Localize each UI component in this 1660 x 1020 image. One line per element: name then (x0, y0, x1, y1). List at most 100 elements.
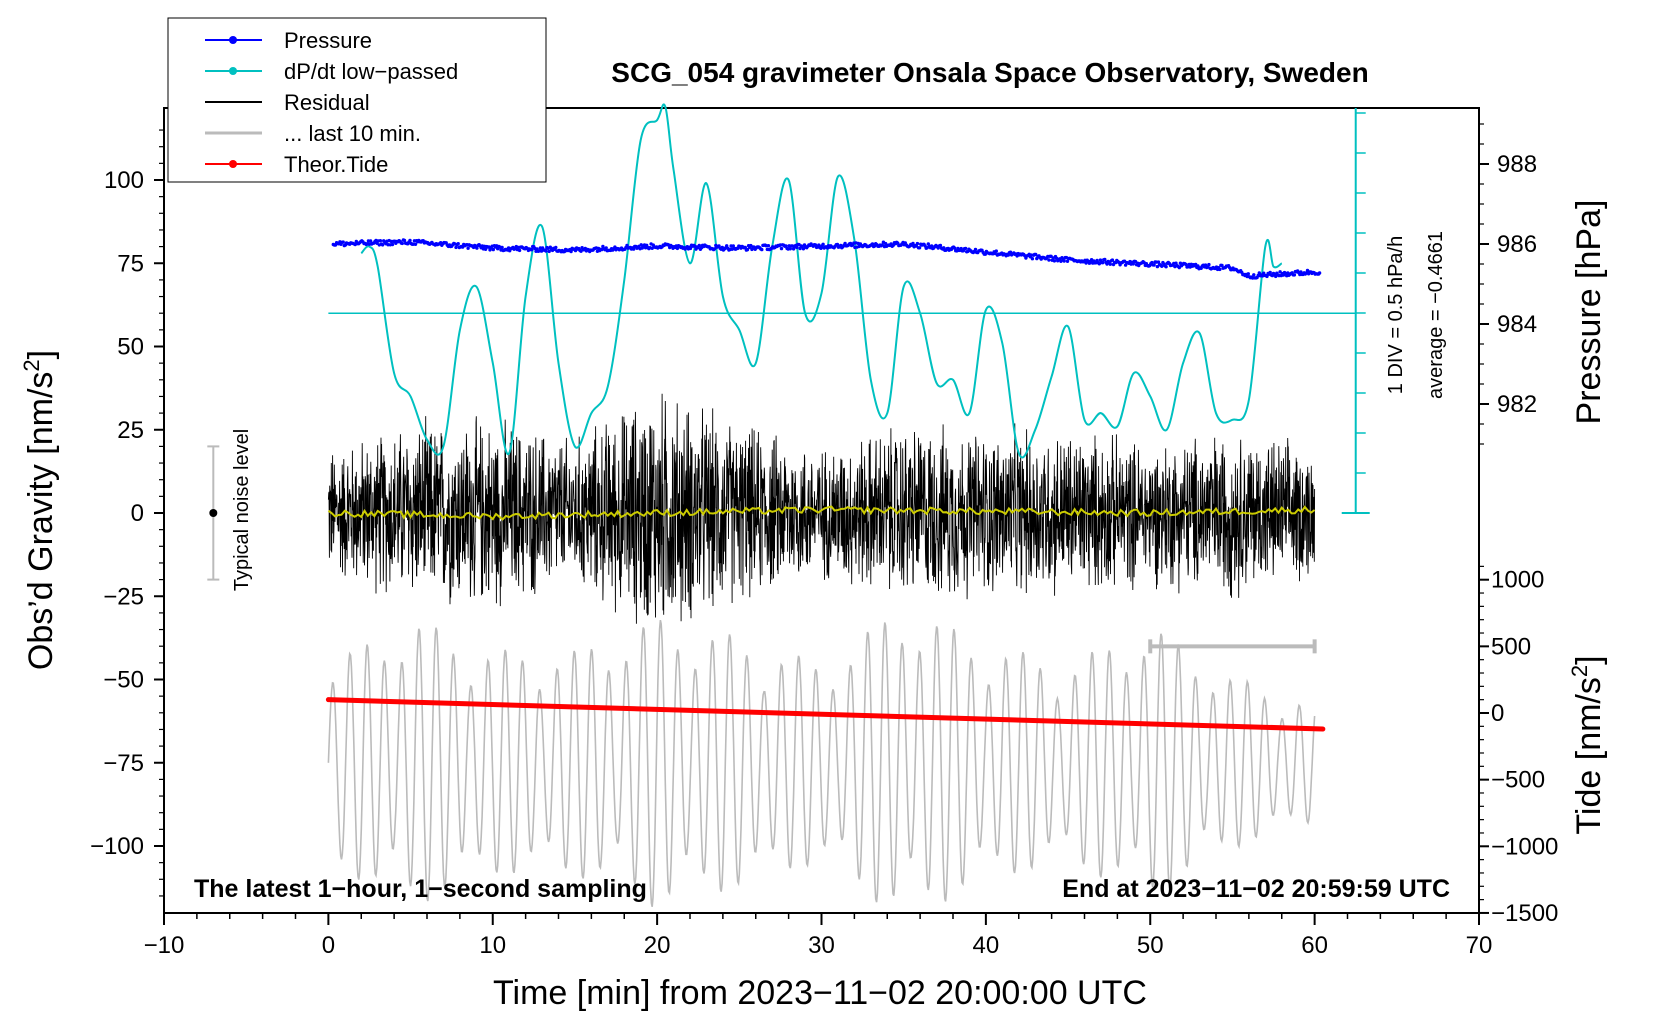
pressure-point (731, 244, 735, 248)
x-tick-label: −10 (144, 932, 185, 959)
pressure-point (1184, 262, 1188, 267)
pressure-point (1160, 264, 1164, 268)
pressure-point (1062, 259, 1066, 263)
y-axis-label-gravity-close: ] (22, 350, 60, 359)
x-axis-label: Time [min] from 2023−11−02 20:00:00 UTC (493, 974, 1147, 1012)
y-axis-label-gravity: Obs’d Gravity [nm/s2] (19, 350, 60, 670)
data-series (207, 103, 1356, 907)
pressure-point (917, 246, 922, 250)
theoretical-tide-line (325, 697, 1326, 732)
y-tick-label: −50 (103, 667, 144, 694)
x-tick-label: 20 (644, 932, 671, 959)
pressure-point (1164, 265, 1168, 269)
pressure-point (554, 245, 558, 250)
pressure-point (378, 239, 383, 243)
y-axis-label-tide-close: ] (1570, 655, 1608, 664)
pressure-point (368, 239, 373, 243)
y-tick-label: 25 (117, 417, 144, 444)
pressure-tick-label: 982 (1497, 391, 1537, 418)
legend: Pressure dP/dt low−passed Residual ... last… (167, 17, 547, 183)
pressure-point (456, 242, 460, 246)
y-axis-label-tide-text: Tide [nm/s (1570, 677, 1608, 834)
pressure-point (745, 247, 750, 252)
pressure-point (604, 246, 608, 250)
y-tick-label: −100 (90, 833, 144, 860)
pressure-point (1108, 262, 1113, 266)
noise-level-marker (209, 509, 218, 517)
tide-tick-label: −1000 (1491, 833, 1558, 860)
x-tick-label: 70 (1466, 932, 1493, 959)
pressure-point (544, 249, 548, 253)
legend-items: Pressure dP/dt low−passed Residual ... last… (205, 28, 458, 177)
average-label: average = −0.4661 (1425, 231, 1447, 399)
pressure-point (625, 243, 629, 248)
x-tick-label: 50 (1137, 932, 1164, 959)
pressure-point (835, 242, 840, 247)
pressure-point (915, 241, 920, 246)
pressure-point (1152, 263, 1156, 267)
x-tick-label: 10 (479, 932, 506, 959)
pressure-point (341, 240, 345, 244)
pressure-point (390, 242, 395, 247)
pressure-point (1030, 257, 1035, 261)
pressure-point (743, 245, 747, 250)
pressure-point (1252, 273, 1256, 277)
y-axis-label-pressure: Pressure [hPa] (1570, 200, 1608, 425)
x-tick-label: 60 (1301, 932, 1328, 959)
y-tick-label: −25 (103, 583, 144, 610)
pressure-point (1207, 262, 1211, 267)
pressure-tick-label: 988 (1497, 151, 1537, 178)
sampling-note: The latest 1−hour, 1−second sampling (194, 875, 647, 903)
legend-label: Pressure (284, 28, 372, 53)
x-tick-label: 30 (808, 932, 835, 959)
legend-label: ... last 10 min. (284, 121, 421, 146)
pressure-point (475, 246, 479, 250)
pressure-point (569, 249, 573, 254)
pressure-point (1131, 262, 1136, 266)
pressure-point (697, 243, 701, 248)
pressure-point (1052, 259, 1057, 263)
pressure-point (491, 247, 495, 252)
pressure-point (1103, 257, 1107, 262)
pressure-point (994, 249, 998, 253)
dpdt-line (360, 103, 1283, 459)
legend-label: Theor.Tide (284, 152, 388, 177)
pressure-point (454, 245, 458, 250)
pressure-point (1292, 273, 1297, 277)
pressure-point (1220, 263, 1224, 268)
pressure-point (1218, 267, 1222, 272)
pressure-point (1265, 274, 1269, 279)
pressure-point (1246, 272, 1251, 276)
tide-tick-label: 500 (1491, 633, 1531, 660)
tide-tick-label: 0 (1491, 700, 1504, 727)
y-tick-label: 0 (131, 500, 144, 527)
x-tick-label: 40 (973, 932, 1000, 959)
pressure-point (402, 238, 407, 243)
legend-marker (229, 67, 237, 75)
x-tick-label: 0 (322, 932, 335, 959)
tide-tick-label: 1000 (1491, 567, 1544, 594)
div-scale-label: 1 DIV = 0.5 hPa/h (1385, 236, 1407, 394)
dpdt-scale-bar (1341, 108, 1370, 514)
chart-title: SCG_054 gravimeter Onsala Space Observat… (611, 57, 1368, 88)
pressure-point (675, 246, 680, 251)
pressure-point (400, 241, 404, 246)
y-tick-label: 50 (117, 334, 144, 361)
pressure-point (483, 247, 488, 251)
pressure-point (938, 243, 943, 248)
y-axis-label-tide: Tide [nm/s2] (1567, 655, 1608, 834)
pressure-point (1257, 271, 1262, 275)
pressure-point (779, 246, 784, 251)
pressure-point (952, 246, 957, 250)
legend-label: dP/dt low−passed (284, 59, 458, 84)
pressure-point (1059, 259, 1063, 263)
pressure-point (973, 247, 978, 252)
pressure-point (795, 245, 799, 250)
pressure-point (408, 238, 412, 243)
pressure-point (688, 246, 693, 251)
pressure-point (1047, 258, 1051, 262)
y-tick-label: −75 (103, 750, 144, 777)
y-axis-label-gravity-text: Obs’d Gravity [nm/s (22, 372, 60, 671)
pressure-point (760, 247, 764, 252)
